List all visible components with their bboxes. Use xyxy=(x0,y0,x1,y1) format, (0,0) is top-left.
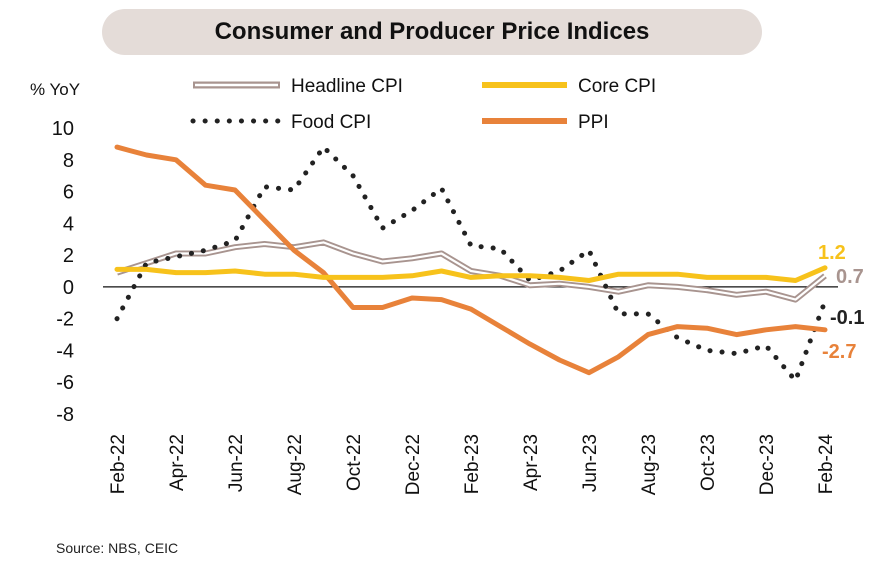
x-tick-label: Aug-22 xyxy=(285,434,306,495)
series-line-inner xyxy=(116,241,826,301)
series-core-cpi xyxy=(114,265,828,283)
y-tick-label: 0 xyxy=(63,277,74,299)
chart-title-pill: Consumer and Producer Price Indices xyxy=(102,9,762,55)
legend-item-food-cpi: Food CPI xyxy=(190,112,371,133)
series-headline-cpi xyxy=(116,239,827,303)
y-tick-label: -8 xyxy=(56,404,74,426)
series-line xyxy=(114,144,828,376)
x-tick-label: Apr-23 xyxy=(521,434,542,491)
end-label-core-cpi: 1.2 xyxy=(818,242,846,264)
end-label-ppi: -2.7 xyxy=(822,341,856,363)
legend-item-headline-cpi: Headline CPI xyxy=(193,76,403,97)
series-ppi xyxy=(114,144,828,376)
x-tick-label: Oct-22 xyxy=(344,434,365,491)
y-tick-label: 8 xyxy=(63,150,74,172)
x-tick-label: Jun-22 xyxy=(226,434,247,492)
chart-title: Consumer and Producer Price Indices xyxy=(214,18,650,45)
x-tick-label: Feb-23 xyxy=(462,434,483,494)
legend-label: Headline CPI xyxy=(291,76,403,97)
series-line xyxy=(114,144,828,384)
legend-item-core-cpi: Core CPI xyxy=(482,76,656,97)
legend-label: Core CPI xyxy=(578,76,656,97)
x-axis-ticks: Feb-22 Apr-22 Jun-22 Aug-22 Oct-22 Dec-22 Feb-… xyxy=(108,434,837,496)
x-tick-label: Oct-23 xyxy=(698,434,719,491)
source-note: Source: NBS, CEIC xyxy=(56,540,179,556)
series-line xyxy=(114,265,828,283)
x-tick-label: Dec-22 xyxy=(403,434,424,495)
y-tick-label: 2 xyxy=(63,245,74,267)
y-tick-label: -6 xyxy=(56,372,74,394)
y-tick-label: -2 xyxy=(56,309,74,331)
series-layer xyxy=(114,144,828,384)
y-axis-ticks: 10 8 6 4 2 0 -2 -4 -6 -8 xyxy=(52,118,74,426)
legend-item-ppi: PPI xyxy=(482,112,609,133)
y-tick-label: 4 xyxy=(63,213,74,235)
series-food-cpi xyxy=(114,144,828,384)
y-tick-label: 6 xyxy=(63,182,74,204)
x-tick-label: Aug-23 xyxy=(639,434,660,495)
y-axis-label: % YoY xyxy=(30,80,80,99)
legend-label: PPI xyxy=(578,112,609,133)
x-tick-label: Feb-22 xyxy=(108,434,129,494)
chart-legend: Headline CPI Core CPI Food CPI PPI xyxy=(190,76,656,133)
legend-label: Food CPI xyxy=(291,112,371,133)
x-tick-label: Dec-23 xyxy=(757,434,778,495)
y-tick-label: -4 xyxy=(56,340,74,362)
x-tick-label: Jun-23 xyxy=(580,434,601,492)
x-tick-label: Apr-22 xyxy=(167,434,188,491)
end-label-food-cpi: -0.1 xyxy=(830,307,864,329)
y-tick-label: 10 xyxy=(52,118,74,140)
end-label-headline-cpi: 0.7 xyxy=(836,266,864,288)
x-tick-label: Feb-24 xyxy=(816,434,837,495)
end-labels: 1.20.7 -0.1 -2.7 xyxy=(818,242,864,363)
